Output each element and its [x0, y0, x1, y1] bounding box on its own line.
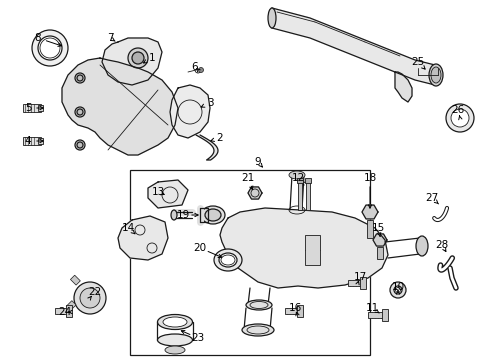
Text: 26: 26 [451, 105, 465, 115]
Ellipse shape [157, 334, 193, 346]
Ellipse shape [214, 249, 242, 271]
Text: 3: 3 [207, 98, 213, 108]
Bar [377, 247, 383, 259]
Bar [382, 309, 388, 321]
Text: 17: 17 [353, 272, 367, 282]
Bar [23, 137, 41, 145]
Polygon shape [362, 205, 378, 219]
Circle shape [75, 73, 85, 83]
Ellipse shape [242, 324, 274, 336]
Polygon shape [395, 72, 412, 102]
Bar [368, 312, 386, 318]
Ellipse shape [171, 210, 177, 220]
Circle shape [390, 282, 406, 298]
Ellipse shape [429, 64, 443, 86]
Bar [298, 182, 302, 210]
Text: 13: 13 [151, 187, 165, 197]
Bar [367, 220, 373, 238]
Ellipse shape [157, 315, 193, 329]
Bar [285, 308, 301, 314]
Text: 8: 8 [35, 33, 41, 43]
Polygon shape [170, 85, 210, 138]
Polygon shape [272, 8, 435, 85]
Text: 14: 14 [122, 223, 135, 233]
Ellipse shape [201, 206, 225, 224]
Polygon shape [373, 234, 387, 246]
Ellipse shape [416, 236, 428, 256]
Polygon shape [248, 187, 262, 199]
Polygon shape [220, 208, 388, 288]
Text: 10: 10 [392, 282, 405, 292]
Text: 25: 25 [412, 57, 425, 67]
Text: 15: 15 [371, 223, 385, 233]
Circle shape [80, 288, 100, 308]
Circle shape [75, 107, 85, 117]
Polygon shape [196, 135, 218, 160]
Bar [71, 275, 80, 285]
Ellipse shape [289, 171, 305, 179]
Ellipse shape [268, 8, 276, 28]
Circle shape [75, 140, 85, 150]
Circle shape [38, 36, 62, 60]
Text: 16: 16 [289, 303, 302, 313]
Circle shape [77, 142, 83, 148]
Bar [38, 138, 43, 144]
Text: 2: 2 [217, 133, 223, 143]
Ellipse shape [246, 300, 272, 310]
Text: 7: 7 [107, 33, 113, 43]
Bar [23, 104, 41, 112]
Text: 12: 12 [292, 173, 305, 183]
Text: 20: 20 [194, 243, 207, 253]
Bar [305, 235, 320, 265]
Polygon shape [148, 180, 188, 208]
Bar [360, 277, 366, 289]
Bar [305, 178, 311, 183]
Circle shape [451, 109, 469, 127]
Bar [66, 305, 72, 317]
Polygon shape [62, 58, 178, 155]
Text: 18: 18 [364, 173, 377, 183]
Bar [55, 308, 69, 314]
Text: 22: 22 [88, 287, 101, 297]
Ellipse shape [165, 346, 185, 354]
Text: 6: 6 [192, 62, 198, 72]
Text: 5: 5 [24, 103, 31, 113]
Circle shape [77, 75, 83, 81]
Bar [297, 305, 303, 317]
Ellipse shape [431, 67, 441, 83]
Circle shape [198, 68, 203, 72]
Text: 23: 23 [192, 333, 205, 343]
Circle shape [394, 286, 402, 294]
Text: 11: 11 [366, 303, 379, 313]
Bar [66, 301, 76, 311]
Bar [348, 280, 364, 286]
Bar [306, 182, 310, 210]
Text: 9: 9 [255, 157, 261, 167]
Circle shape [132, 52, 144, 64]
Ellipse shape [219, 253, 237, 267]
Text: 1: 1 [148, 53, 155, 63]
Text: 4: 4 [24, 136, 31, 146]
Circle shape [77, 109, 83, 115]
Circle shape [74, 282, 106, 314]
Text: 24: 24 [58, 307, 72, 317]
Circle shape [446, 104, 474, 132]
Text: 27: 27 [425, 193, 439, 203]
Bar [38, 105, 43, 111]
Ellipse shape [205, 209, 221, 221]
Text: 28: 28 [436, 240, 449, 250]
Polygon shape [102, 38, 162, 85]
Polygon shape [118, 216, 168, 260]
Bar [130, 170, 370, 355]
Circle shape [128, 48, 148, 68]
Circle shape [32, 30, 68, 66]
Text: 21: 21 [242, 173, 255, 183]
Text: 19: 19 [176, 210, 190, 220]
Bar [297, 178, 303, 183]
Ellipse shape [163, 317, 187, 327]
